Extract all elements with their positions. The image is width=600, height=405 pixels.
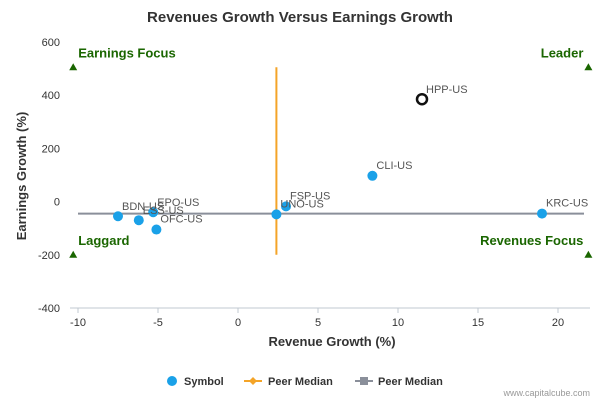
data-point-label: CLI-US: [376, 160, 412, 172]
data-point-label: UNO-US: [280, 198, 323, 210]
chart-title: Revenues Growth Versus Earnings Growth: [147, 9, 453, 26]
data-point[interactable]: [281, 201, 291, 212]
y-tick-label: 200: [42, 143, 60, 155]
data-point-marker[interactable]: [537, 208, 547, 219]
quadrant-marker: [584, 63, 593, 71]
highlight-point-marker[interactable]: [415, 92, 429, 106]
data-point-marker[interactable]: [271, 209, 282, 220]
y-tick-label: 0: [54, 197, 60, 209]
y-tick-label: -200: [38, 250, 60, 262]
data-point[interactable]: [148, 207, 159, 218]
quadrant-label: Leader: [541, 45, 584, 60]
credit-text: www.capitalcube.com: [502, 388, 590, 398]
quadrant-label: Revenues Focus: [480, 233, 583, 248]
legend-peer-median-diamond: [249, 377, 257, 385]
highlight-point-label: HPP-US: [426, 84, 468, 96]
data-point[interactable]: [271, 209, 282, 220]
x-tick-label: -10: [70, 317, 86, 329]
legend-peer-median-earnings-label: Peer Median: [378, 376, 443, 388]
data-point-marker[interactable]: [367, 170, 378, 181]
data-point-marker[interactable]: [151, 224, 162, 235]
y-tick-label: 600: [42, 37, 60, 49]
x-tick-label: 5: [315, 317, 321, 329]
x-axis-title: Revenue Growth (%): [268, 334, 395, 349]
quadrant-label: Earnings Focus: [78, 45, 176, 60]
quadrant-label: Laggard: [78, 233, 129, 248]
legend-item-peer-median-earnings[interactable]: Peer Median: [355, 376, 443, 388]
legend-symbol-label: Symbol: [184, 376, 224, 388]
legend-symbol-marker: [167, 376, 177, 386]
y-axis-title: Earnings Growth (%): [14, 112, 29, 241]
data-point-label: OFC-US: [160, 214, 202, 226]
x-tick-label: 0: [235, 317, 241, 329]
data-point[interactable]: [113, 211, 123, 222]
data-point-label: EPO-US: [157, 197, 199, 209]
quadrant-marker: [69, 250, 78, 258]
data-point[interactable]: [537, 208, 547, 219]
data-point-label: KRC-US: [546, 198, 588, 210]
data-point-marker[interactable]: [133, 215, 144, 226]
legend: Symbol Peer Median Peer Median: [167, 376, 443, 388]
x-tick-label: -5: [153, 317, 163, 329]
data-point[interactable]: [133, 215, 144, 226]
x-tick-label: 10: [392, 317, 404, 329]
quadrant-marker: [584, 250, 593, 258]
data-point-marker[interactable]: [148, 207, 159, 218]
x-tick-label: 15: [472, 317, 484, 329]
legend-peer-median-square: [360, 377, 368, 385]
data-point-label: BDN-US: [122, 201, 164, 213]
data-point-marker[interactable]: [113, 211, 123, 222]
data-point[interactable]: [151, 224, 162, 235]
data-point-marker[interactable]: [281, 201, 291, 212]
y-tick-label: 400: [42, 90, 60, 102]
legend-peer-median-revenue-label: Peer Median: [268, 376, 333, 388]
data-point-label: FSP-US: [290, 190, 330, 202]
data-point-label: ESS-US: [143, 205, 184, 217]
x-tick-label: 20: [552, 317, 564, 329]
data-point[interactable]: [367, 170, 378, 181]
y-tick-label: -400: [38, 303, 60, 315]
legend-item-peer-median-revenue[interactable]: Peer Median: [244, 376, 333, 388]
quadrant-marker: [69, 63, 78, 71]
legend-item-symbol[interactable]: Symbol: [167, 376, 224, 388]
